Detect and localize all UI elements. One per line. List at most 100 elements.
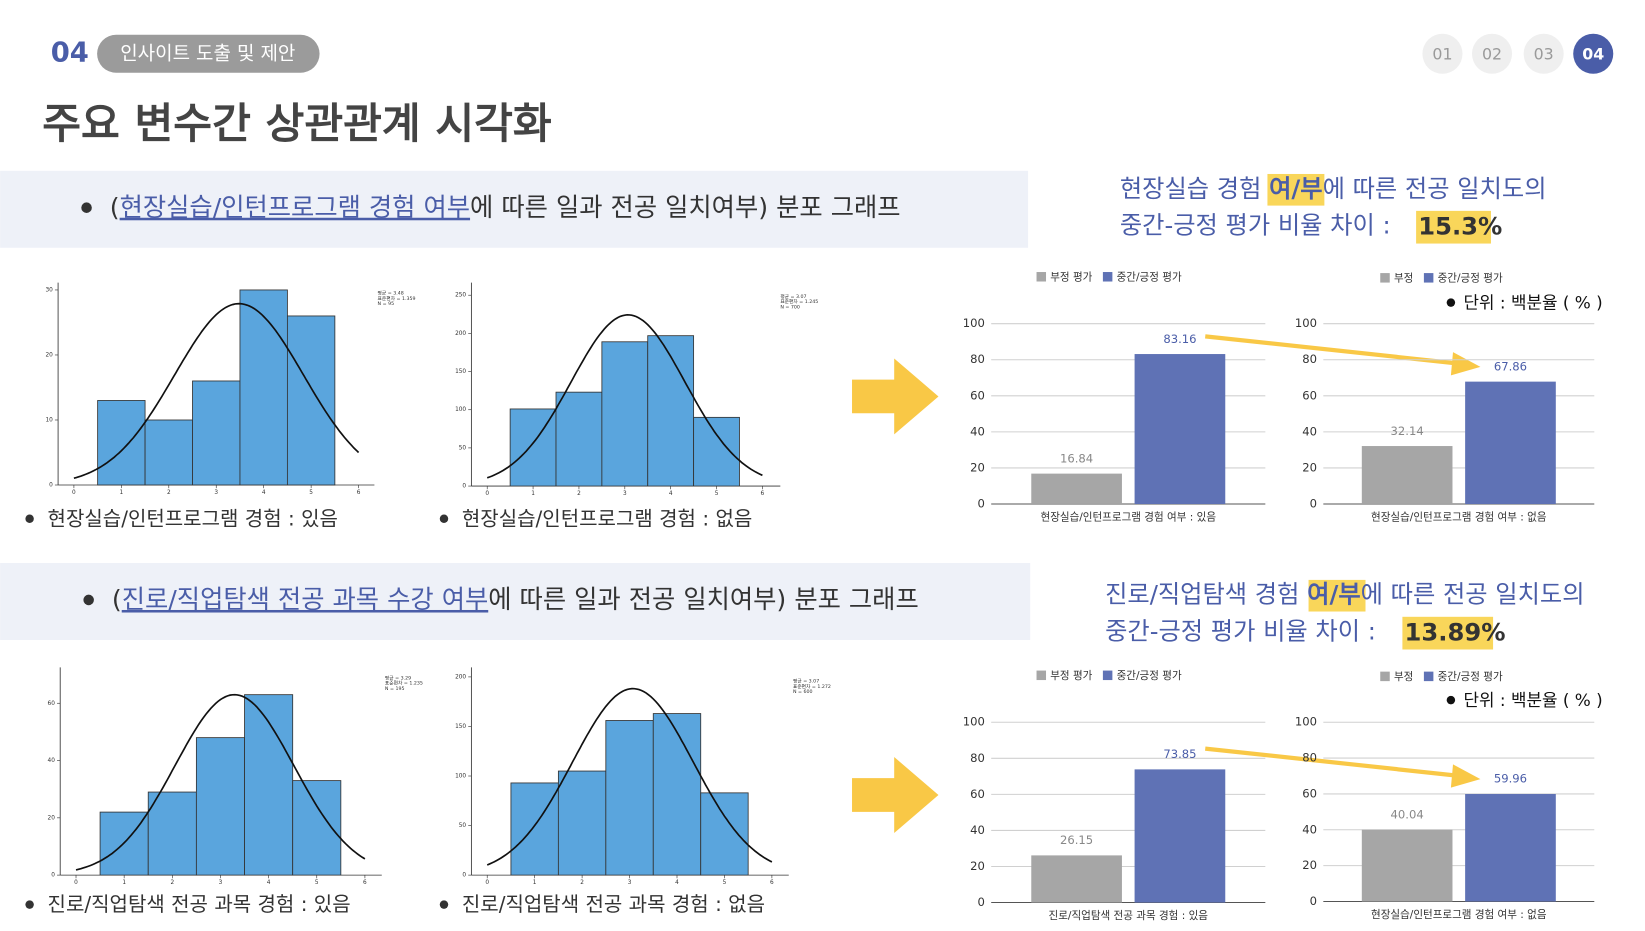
trend-arrow xyxy=(1205,334,1461,366)
y-tick-label: 150 xyxy=(455,724,466,730)
y-tick-label: 150 xyxy=(455,369,466,375)
bar xyxy=(1031,473,1122,504)
histogram-bar xyxy=(144,419,193,486)
nav-dot[interactable] xyxy=(1523,33,1564,74)
section-band xyxy=(0,170,1029,248)
heading-prefix: ( xyxy=(112,585,122,614)
nav-dot[interactable] xyxy=(1471,33,1513,74)
bar xyxy=(1134,354,1226,504)
x-tick-label: 4 xyxy=(675,880,679,886)
bar xyxy=(1361,446,1453,504)
histogram-bar xyxy=(510,782,559,876)
insight-line: 현장실습 경험 여/부에 따른 전공 일치도의 xyxy=(1120,174,1547,203)
section-heading: (진로/직업탐색 전공 과목 수강 여부에 따른 일과 전공 일치여부) 분포 … xyxy=(112,585,919,614)
stats-annotation: 평균 = 3.29 xyxy=(385,674,411,681)
y-tick-label: 20 xyxy=(970,859,985,873)
x-tick-label: 4 xyxy=(262,490,266,496)
insight-line: 중간-긍정 평가 비율 차이 : xyxy=(1120,211,1391,240)
x-tick-label: 현장실습/인턴프로그램 경험 여부 : 없음 xyxy=(1371,908,1547,921)
stats-annotation: 표준편차 = 1.245 xyxy=(780,298,818,305)
stats-annotation: N = 95 xyxy=(378,301,395,307)
x-tick-label: 2 xyxy=(167,490,171,496)
y-tick-label: 100 xyxy=(455,407,466,413)
y-tick-label: 60 xyxy=(1302,388,1317,402)
histogram-bar xyxy=(244,694,294,876)
x-tick-label: 6 xyxy=(770,880,774,886)
x-tick-label: 0 xyxy=(74,880,78,886)
value-label: 16.84 xyxy=(1060,451,1093,465)
value-label: 26.15 xyxy=(1060,833,1093,847)
insight-difference: 15.3% xyxy=(1418,212,1502,241)
legend-label: 중간/긍정 평가 xyxy=(1117,271,1182,283)
bar xyxy=(1465,794,1556,902)
y-tick-label: 100 xyxy=(963,715,985,729)
legend-label: 중간/긍정 평가 xyxy=(1438,671,1503,683)
insight-line: 진로/직업탐색 경험 여/부에 따른 전공 일치도의 xyxy=(1105,580,1584,609)
insight-text: 에 따른 전공 일치도의 xyxy=(1323,174,1547,203)
y-tick-label: 100 xyxy=(455,774,466,780)
nav-label[interactable]: 01 xyxy=(1432,44,1452,63)
nav-label[interactable]: 02 xyxy=(1482,44,1502,63)
legend-label: 부정 xyxy=(1394,671,1413,683)
histogram-bar xyxy=(557,770,607,876)
highlight xyxy=(1416,210,1491,244)
unit-note: 단위 : 백분율 ( % ) xyxy=(1464,293,1603,313)
y-tick-label: 60 xyxy=(970,787,985,801)
legend-swatch xyxy=(1036,272,1047,282)
stats-annotation: N = 600 xyxy=(793,689,813,695)
x-tick-label: 현장실습/인턴프로그램 경험 여부 : 없음 xyxy=(1371,511,1547,524)
nav-label[interactable]: 03 xyxy=(1534,44,1554,63)
x-tick-label: 1 xyxy=(120,490,124,496)
histogram-bar xyxy=(605,720,654,876)
x-tick-label: 5 xyxy=(315,880,319,886)
section-number: 04 xyxy=(51,37,89,68)
legend-swatch xyxy=(1036,670,1047,681)
x-tick-label: 진로/직업탐색 전공 과목 경험 : 있음 xyxy=(1049,909,1209,922)
trend-arrow-head xyxy=(1450,764,1481,788)
trend-arrow xyxy=(1205,746,1461,779)
bar xyxy=(1465,381,1556,504)
nav: 01 02 03 04 xyxy=(1422,33,1614,74)
y-tick-label: 40 xyxy=(1302,424,1317,438)
histogram-bar xyxy=(286,315,336,486)
stats-annotation: N = 700 xyxy=(780,304,800,310)
y-tick-label: 60 xyxy=(970,388,985,402)
page-title: 주요 변수간 상관관계 시각화 xyxy=(42,99,552,148)
y-tick-label: 80 xyxy=(1302,751,1317,765)
y-tick-label: 60 xyxy=(1302,786,1317,800)
bullet xyxy=(439,900,449,909)
bullet xyxy=(1446,695,1456,705)
y-tick-label: 200 xyxy=(455,674,466,680)
x-tick-label: 6 xyxy=(363,880,367,886)
nav-dot[interactable] xyxy=(1422,33,1463,74)
y-tick-label: 0 xyxy=(462,873,466,879)
y-tick-label: 20 xyxy=(1302,858,1317,872)
y-tick-label: 80 xyxy=(970,352,985,366)
y-tick-label: 0 xyxy=(977,496,984,510)
histogram-bar xyxy=(239,289,288,486)
y-tick-label: 80 xyxy=(970,751,985,765)
nav-label[interactable]: 04 xyxy=(1582,44,1604,63)
heading-highlight: 현장실습/인턴프로그램 경험 여부 xyxy=(120,193,470,222)
x-tick-label: 0 xyxy=(72,490,76,496)
normal-curve xyxy=(75,693,366,871)
histogram-bar xyxy=(647,335,695,487)
histogram-caption: 진로/직업탐색 전공 과목 경험 : 있음 xyxy=(48,892,351,916)
nav-dot-active[interactable] xyxy=(1573,33,1614,74)
bullet xyxy=(25,514,34,523)
legend-label: 부정 평가 xyxy=(1050,271,1092,283)
y-tick-label: 80 xyxy=(1302,352,1317,366)
y-tick-label: 0 xyxy=(977,895,984,909)
histogram-caption: 현장실습/인턴프로그램 경험 : 있음 xyxy=(48,506,338,530)
stats-annotation: 평균 = 3.07 xyxy=(780,293,806,300)
arrow xyxy=(852,358,939,435)
bar xyxy=(1361,829,1453,902)
y-tick-label: 0 xyxy=(462,484,466,490)
legend-label: 중간/긍정 평가 xyxy=(1438,272,1503,284)
bullet xyxy=(1446,298,1456,307)
legend-swatch xyxy=(1380,671,1390,682)
y-tick-label: 100 xyxy=(1295,316,1317,330)
insight-text: 현장실습 경험 xyxy=(1120,174,1269,203)
